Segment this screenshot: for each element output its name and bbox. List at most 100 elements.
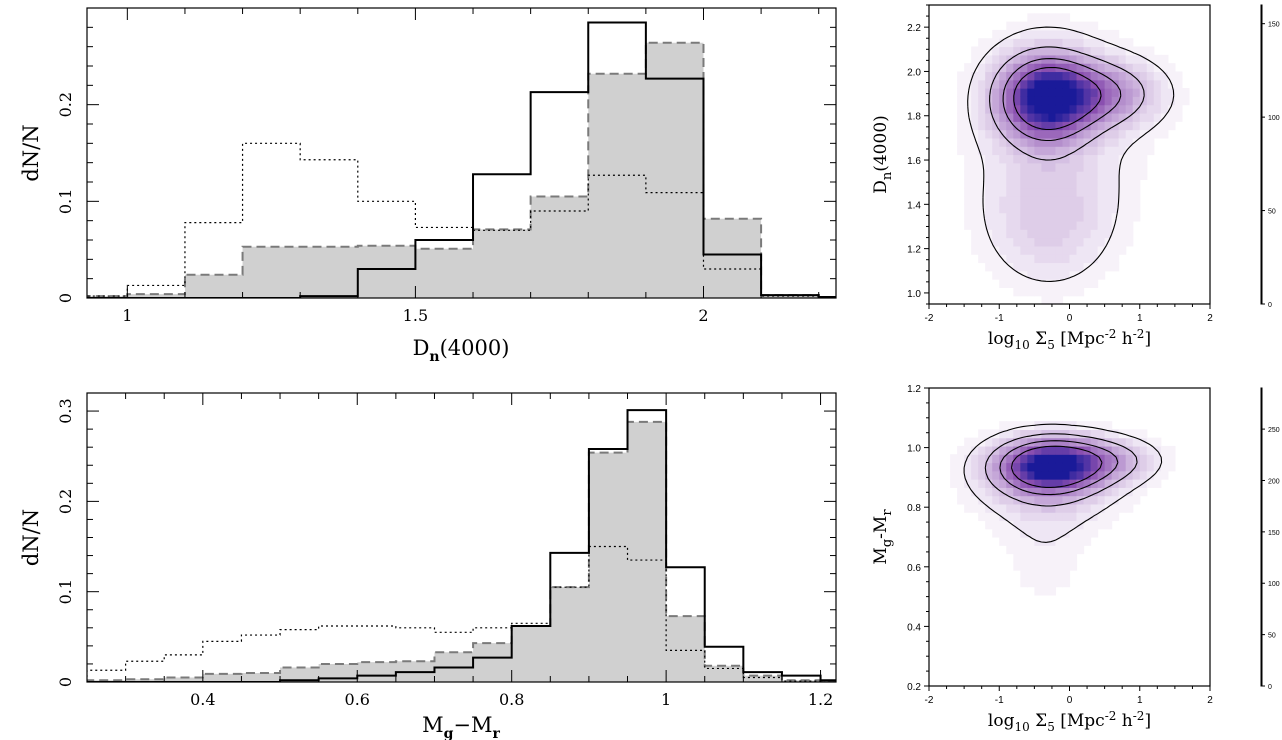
y-tick-label: 0.2 [56,92,75,117]
density-cell [1048,204,1057,214]
density-cell [992,63,1000,73]
density-cell [1041,112,1050,122]
density-cell [971,503,979,513]
density-cell [1069,495,1078,505]
density-cell [985,121,993,131]
density-cell [971,462,979,472]
density-cell [1020,79,1028,89]
density-cell [971,154,979,164]
density-cell [1034,279,1042,288]
density-cell [971,63,979,73]
density-cell [1069,512,1078,522]
y-tick-label: 0.2 [907,682,921,693]
density-cell [985,96,993,106]
density-cell [1027,187,1035,197]
density-cell [1111,137,1120,147]
density-cell [1083,112,1092,122]
density-cell [1139,470,1148,480]
density-cell [1034,462,1042,472]
density-cell [1041,279,1050,288]
density-cell [985,487,993,497]
x-axis-label: Dn(4000) [413,336,510,365]
x-tick-label: 1 [122,306,132,325]
density-cell [957,96,965,106]
density-cell [1020,245,1028,255]
density-cell [1048,220,1057,230]
density-cell [1055,495,1064,505]
density-cell [1104,104,1113,114]
density-cell [1013,470,1021,480]
density-cell [1013,96,1021,106]
density-cell [1034,495,1042,505]
density-cell [985,470,993,480]
density-cell [999,129,1007,139]
density-cell [1020,63,1028,73]
density-cell [1006,171,1014,181]
density-cell [1083,445,1092,455]
density-cell [950,479,958,488]
density-cell [999,537,1007,546]
density-cell [1006,88,1014,97]
density-cell [1076,262,1085,272]
density-cell [1118,204,1127,214]
density-cell [1146,46,1155,56]
density-cell [992,154,1000,164]
density-cell [978,204,986,214]
density-cell [1139,104,1148,114]
density-cell [971,245,979,255]
density-cell [992,204,1000,214]
density-cell [971,162,979,172]
density-cell [1097,429,1106,439]
density-cell [1020,71,1028,81]
density-cell [1069,204,1078,214]
density-cell [1020,137,1028,147]
density-cell [1153,54,1162,64]
density-cell [1153,462,1162,472]
density-cell [1027,29,1035,39]
density-cell [1027,454,1035,464]
density-cell [1146,470,1155,480]
x-tick-label: 0 [1067,313,1073,324]
density-cell [1118,129,1127,139]
density-cell [985,154,993,164]
density-cell [1132,171,1141,181]
density-cell [1048,437,1057,447]
density-cell [971,46,979,56]
density-cell [1041,462,1050,472]
density-cell [1118,79,1127,89]
density-cell [992,487,1000,497]
density-cell [1020,179,1028,189]
density-cell [1027,171,1035,181]
density-cell [1048,146,1057,156]
density-cell [1118,71,1127,81]
density-cell [1055,245,1064,255]
density-cell [1132,196,1141,205]
density-cell [1020,553,1028,563]
density-cell [1097,96,1106,106]
density-cell [1090,279,1099,288]
density-cell [1083,262,1092,272]
density-cell [985,104,993,114]
density-cell [1006,196,1014,205]
density-cell [957,495,965,505]
density-cell [1083,187,1092,197]
density-cell [957,104,965,114]
density-cell [1013,154,1021,164]
density-cell [992,129,1000,139]
density-cell [1034,212,1042,222]
density-cell [1020,429,1028,439]
density-cell [999,470,1007,480]
density-cell [964,487,972,497]
density-cell [1104,245,1113,255]
density-cell [964,171,972,181]
density-cell [1062,262,1071,272]
density-cell [1041,13,1050,23]
density-cell [1055,578,1064,588]
density-cell [1020,437,1028,447]
density-cell [985,212,993,222]
density-cell [1006,129,1014,139]
density-cell [1118,146,1127,156]
density-cell [1027,578,1035,588]
density-cell [1013,421,1021,430]
density-cell [1041,71,1050,81]
